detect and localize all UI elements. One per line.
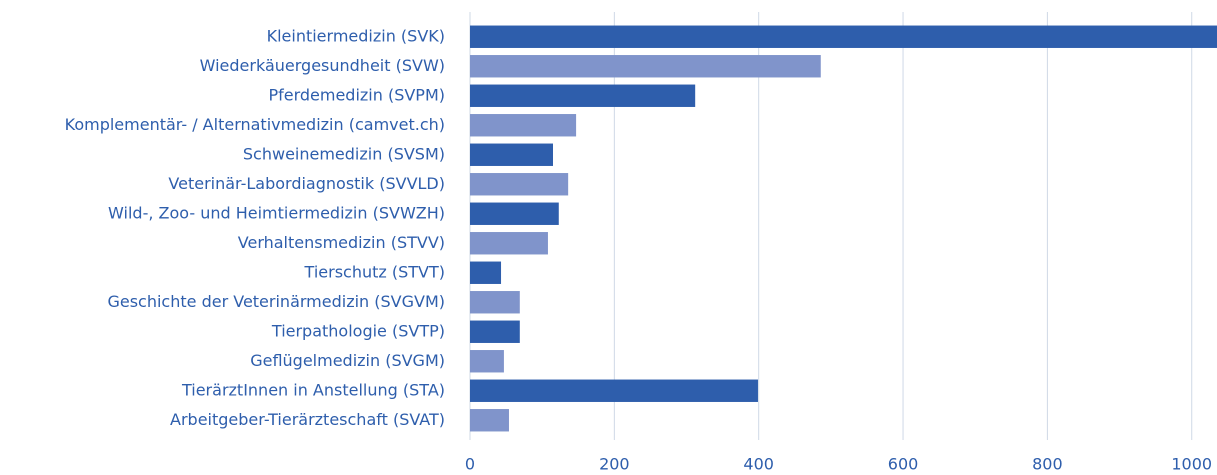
y-tick-label: Pferdemedizin (SVPM)	[268, 85, 445, 104]
y-tick-label: Veterinär-Labordiagnostik (SVVLD)	[168, 174, 445, 193]
bar	[470, 114, 577, 137]
y-tick-label: Wild-, Zoo- und Heimtiermedizin (SVWZH)	[108, 203, 445, 222]
y-tick-label: Verhaltensmedizin (STVV)	[238, 233, 445, 252]
y-tick-label: Tierschutz (STVT)	[304, 262, 445, 281]
bar	[470, 202, 559, 225]
x-tick-label: 1000	[1171, 455, 1212, 474]
bar	[470, 291, 520, 314]
bar	[470, 84, 696, 107]
x-tick-label: 600	[888, 455, 919, 474]
y-tick-label: Arbeitgeber-Tierärzteschaft (SVAT)	[170, 410, 445, 429]
x-tick-label: 800	[1032, 455, 1063, 474]
y-tick-label: Wiederkäuergesundheit (SVW)	[200, 56, 445, 75]
y-tick-label: Kleintiermedizin (SVK)	[267, 26, 445, 45]
bar	[470, 143, 553, 166]
bar	[470, 55, 821, 78]
bar	[470, 261, 502, 284]
x-tick-label: 200	[599, 455, 630, 474]
y-tick-label: Tierpathologie (SVTP)	[271, 321, 445, 340]
y-tick-label: TierärztInnen in Anstellung (STA)	[181, 380, 445, 399]
bar	[470, 379, 758, 402]
x-tick-label: 400	[743, 455, 774, 474]
y-tick-label: Komplementär- / Alternativmedizin (camve…	[65, 115, 445, 134]
x-tick-label: 0	[465, 455, 475, 474]
bar	[470, 320, 520, 343]
bar	[470, 409, 509, 432]
y-tick-label: Schweinemedizin (SVSM)	[243, 144, 445, 163]
y-tick-label: Geflügelmedizin (SVGM)	[250, 351, 445, 370]
bar	[470, 232, 548, 255]
bar	[470, 25, 1217, 48]
y-tick-label: Geschichte der Veterinärmedizin (SVGVM)	[107, 292, 445, 311]
bar	[470, 350, 504, 373]
bar	[470, 173, 569, 196]
